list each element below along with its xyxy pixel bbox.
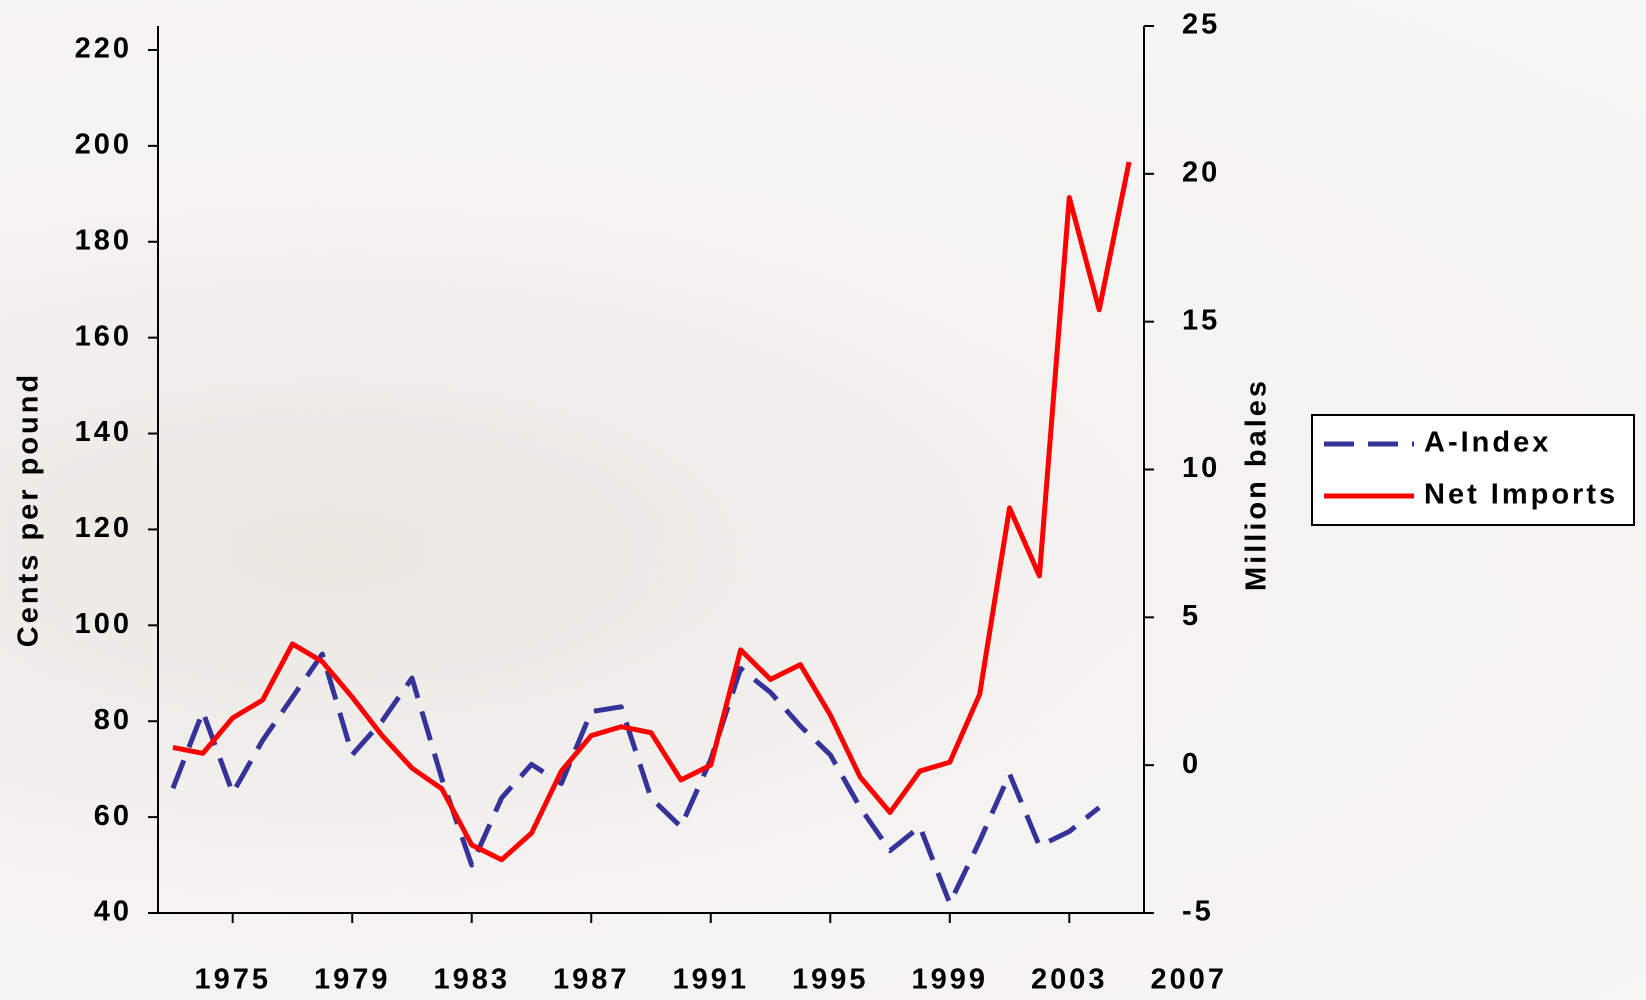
y-tick-label: 220: [75, 33, 132, 65]
y2-tick-label: 5: [1182, 600, 1201, 632]
legend: A-Index Net Imports: [1311, 414, 1635, 526]
y-tick-label: 180: [75, 224, 132, 256]
x-tick-label: 1979: [314, 964, 391, 996]
y2-tick-label: 25: [1182, 9, 1220, 41]
y-tick-label: 200: [75, 129, 132, 161]
x-tick-label: 1975: [194, 964, 271, 996]
x-tick-label: 2003: [1031, 964, 1108, 996]
y-axis-label: Cents per pound: [13, 372, 45, 647]
series-line: [170, 651, 1101, 906]
x-tick-label: 2007: [1151, 964, 1228, 996]
legend-label: Net Imports: [1424, 479, 1618, 511]
y-tick-label: 120: [75, 512, 132, 544]
x-tick-label: 1995: [792, 964, 869, 996]
y2-tick-label: -5: [1182, 896, 1214, 928]
x-tick-label: 1991: [672, 964, 749, 996]
x-tick-label: 1999: [912, 964, 989, 996]
y2-tick-label: 0: [1182, 748, 1201, 780]
y2-axis-label: Million bales: [1241, 378, 1273, 591]
x-tick-label: 1983: [433, 964, 510, 996]
series-line: [172, 161, 1132, 863]
legend-box: [1311, 414, 1635, 526]
y-tick-label: 80: [94, 704, 132, 736]
y-tick-label: 140: [75, 416, 132, 448]
y2-tick-label: 20: [1182, 156, 1220, 188]
y2-tick-label: 15: [1182, 304, 1220, 336]
y-tick-label: 40: [94, 896, 132, 928]
y-tick-label: 160: [75, 320, 132, 352]
legend-label: A-Index: [1424, 427, 1551, 459]
y-tick-label: 60: [94, 800, 132, 832]
x-tick-label: 1987: [553, 964, 630, 996]
y-tick-label: 100: [75, 608, 132, 640]
y2-tick-label: 10: [1182, 452, 1220, 484]
